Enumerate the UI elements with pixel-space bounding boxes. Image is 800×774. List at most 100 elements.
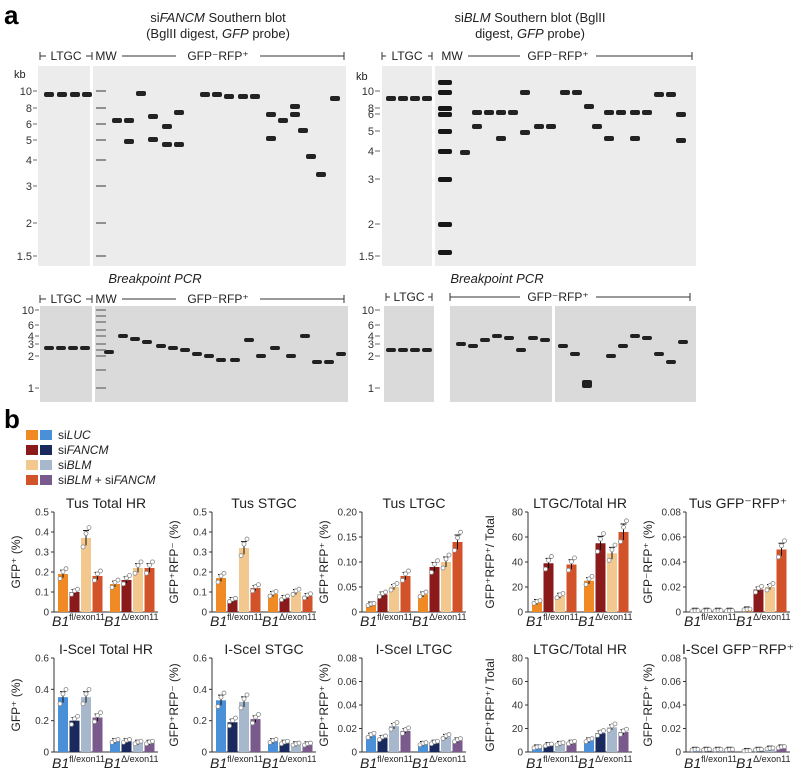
- x-label-delta: B1Δ/exon11: [578, 612, 633, 629]
- y-tick-label: 0.08: [662, 654, 682, 665]
- y-tick-label: 0.4: [193, 685, 207, 696]
- chart-title: I-SceI LTGC: [376, 641, 453, 657]
- pcr1-ladder-band: [96, 315, 106, 317]
- bar-siluc: [110, 584, 120, 612]
- replicate-dot: [308, 740, 313, 746]
- pcr2-band: [468, 344, 478, 348]
- y-tick-label: 0: [675, 748, 681, 759]
- bar-sifancm: [543, 744, 554, 752]
- chart-9: LTGC/Total HR 0 20 40 60 80 GFP⁺RFP⁺/ Total B1f…: [483, 641, 633, 771]
- bar-siblm: [291, 744, 301, 752]
- y-tick-label: 0.4: [193, 528, 207, 539]
- pcr1-band: [130, 337, 140, 341]
- y-tick-label: 0.2: [35, 716, 49, 727]
- pcr1-marker-1: 1: [28, 383, 34, 395]
- replicate-dot: [383, 733, 388, 739]
- replicate-dot: [695, 608, 701, 613]
- pcr2-marker-6: 6: [368, 320, 374, 332]
- replicate-dot: [86, 525, 92, 531]
- pcr2-band: [504, 336, 514, 340]
- pcr2-gfp-label: GFP⁻RFP⁺: [527, 290, 588, 304]
- x-label-fl: B1fl/exon11: [360, 612, 413, 629]
- blot2-band: [666, 92, 676, 97]
- bar-siblm: [81, 697, 91, 752]
- replicate-dot: [554, 595, 560, 601]
- blot2-band: [460, 150, 470, 155]
- y-axis-label: GFP⁺RFP⁺ (%): [317, 663, 331, 746]
- pcr1-ltgc-label: LTGC: [50, 292, 81, 306]
- replicate-dot: [60, 691, 66, 697]
- chart-title: I-SceI Total HR: [59, 641, 153, 657]
- x-label-delta: B1Δ/exon11: [578, 754, 633, 771]
- y-tick-label: 0: [675, 608, 681, 619]
- blot2-band: [584, 104, 594, 109]
- replicate-dot: [779, 543, 784, 549]
- bar-sifancm: [121, 580, 132, 612]
- chart-title: I-SceI GFP⁻RFP⁺: [682, 641, 794, 657]
- bar-siluc: [584, 580, 594, 612]
- replicate-dot: [595, 733, 600, 738]
- blot2-ladder-band: [438, 250, 452, 255]
- blot1-marker-4: 4: [26, 155, 32, 167]
- pcr2-marker-3: 3: [368, 339, 374, 351]
- chart-3: Tus LTGC 0 0.05 0.10 0.15 0.20 GFP⁺RFP⁺ (%) B1f…: [317, 495, 467, 629]
- replicate-dot: [612, 542, 618, 548]
- bar-siluc: [58, 697, 68, 752]
- pcr1-ladder-band: [96, 349, 106, 351]
- replicate-dot: [429, 570, 434, 575]
- y-tick-label: 60: [512, 533, 524, 544]
- blot1-band: [290, 112, 300, 117]
- replicate-dot: [759, 746, 764, 752]
- replicate-dot: [147, 562, 152, 568]
- replicate-dot: [718, 608, 724, 613]
- y-axis-label: GFP⁻RFP⁺ (%): [641, 663, 655, 746]
- blot1-band: [136, 91, 146, 96]
- blot1-band: [306, 154, 316, 159]
- blot1-band: [250, 94, 260, 99]
- y-tick-label: 0: [351, 608, 357, 619]
- replicate-dot: [127, 573, 132, 578]
- bar-siblm: [607, 727, 617, 752]
- replicate-dot: [63, 687, 69, 692]
- bar-siluc: [268, 741, 278, 752]
- replicate-dot: [241, 696, 247, 702]
- replicate-dot: [233, 595, 238, 601]
- x-label-delta: B1Δ/exon11: [262, 754, 317, 771]
- replicate-dot: [127, 737, 132, 742]
- y-tick-label: 20: [512, 724, 524, 735]
- replicate-dot: [624, 518, 629, 524]
- pcr1-ladder-band: [96, 309, 106, 311]
- bar-sifancm: [595, 543, 606, 612]
- blot1-kb-markers: kb 10 8 6 5 4 3 2 1.5: [14, 69, 37, 263]
- y-tick-label: 40: [512, 701, 524, 712]
- replicate-dot: [435, 738, 440, 744]
- bar-siblm: [239, 548, 249, 612]
- blot2-ladder-band: [438, 129, 452, 134]
- y-tick-label: 0.2: [193, 716, 207, 727]
- bar-siblm-sifancm: [250, 719, 261, 752]
- bar-sifancm: [377, 594, 388, 612]
- pcr1-ladder-band: [96, 335, 106, 337]
- blot1-band: [224, 94, 234, 99]
- replicate-dot: [238, 705, 244, 711]
- pcr2-band: [678, 340, 688, 344]
- x-label-fl: B1fl/exon11: [684, 612, 737, 629]
- pcr2-band: [582, 380, 592, 388]
- bar-sifancm: [69, 592, 80, 612]
- replicate-dot: [377, 737, 382, 742]
- chart-title: LTGC/Total HR: [533, 641, 627, 657]
- replicate-dot: [537, 744, 543, 750]
- blot2-band: [630, 136, 640, 141]
- legend-label: siBLM: [58, 458, 91, 472]
- x-label-delta: B1Δ/exon11: [104, 612, 159, 629]
- blot2-band: [546, 124, 556, 129]
- pcr2-marker-1: 1: [368, 383, 374, 395]
- blot1-band: [330, 96, 340, 101]
- replicate-dot: [423, 589, 429, 595]
- pcr1-marker-6: 6: [28, 320, 34, 332]
- blot2-band: [604, 136, 614, 141]
- blot2-band: [398, 96, 408, 101]
- pcr2-band: [480, 338, 490, 342]
- blot1-ladder-band: [96, 159, 106, 161]
- blot2-marker-10: 10: [362, 86, 374, 98]
